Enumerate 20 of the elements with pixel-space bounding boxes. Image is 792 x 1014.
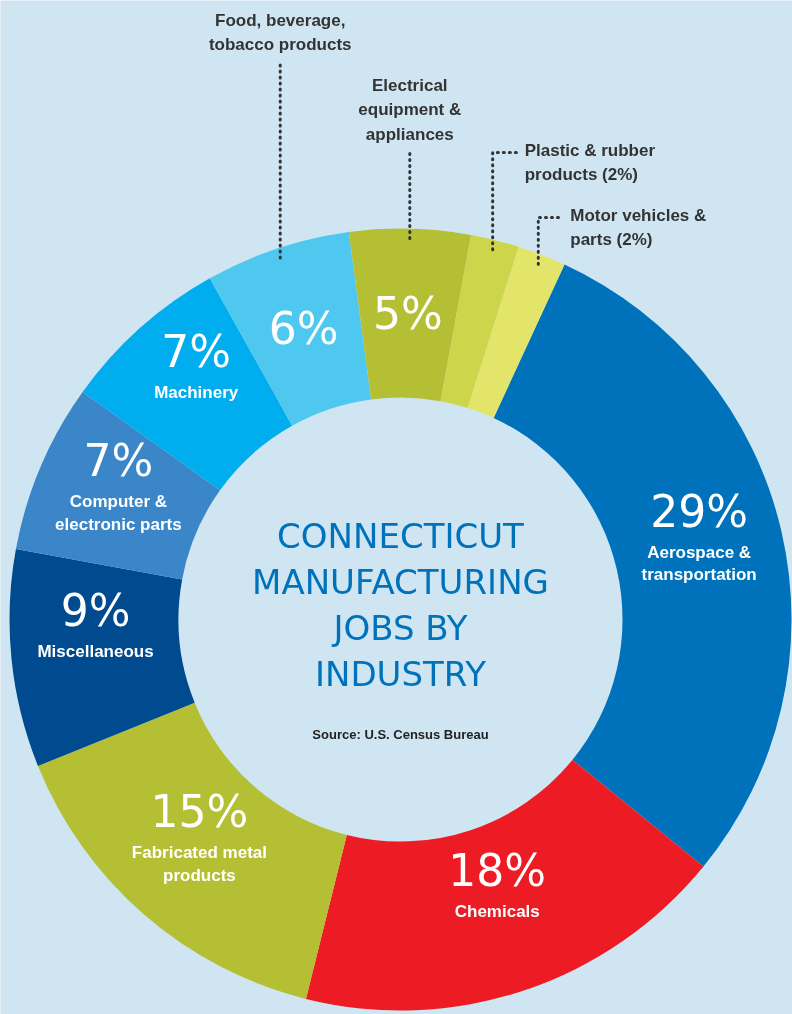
slice-label: Aerospace & transportation [641,542,757,585]
slice-label: Electrical equipment & appliances [358,75,462,144]
text: CONNECTICUT MANUFACTURING JOBS BY INDUSTRY [252,515,549,694]
data-label: 9% [60,585,131,637]
slice-label: Food, beverage, tobacco products [208,10,352,55]
data-label: 6% [268,303,339,355]
slice-label: Computer & electronic parts [55,491,182,534]
slice-label: Plastic & rubber products (2%) [524,140,656,185]
data-label: 29% [650,485,749,537]
data-label: 15% [150,785,249,837]
data-label: 5% [373,287,443,339]
slice-label: Motor vehicles & parts (2%) [570,205,707,250]
data-label: 7% [83,434,154,486]
data-label: 18% [448,845,547,897]
data-label: 7% [161,326,232,378]
slice-label: Chemicals [454,902,540,922]
slice-label: Machinery [154,383,239,403]
slice-label: Miscellaneous [37,642,154,662]
slice-label: Fabricated metal products [131,842,267,885]
source-note: Source: U.S. Census Bureau [312,727,489,742]
